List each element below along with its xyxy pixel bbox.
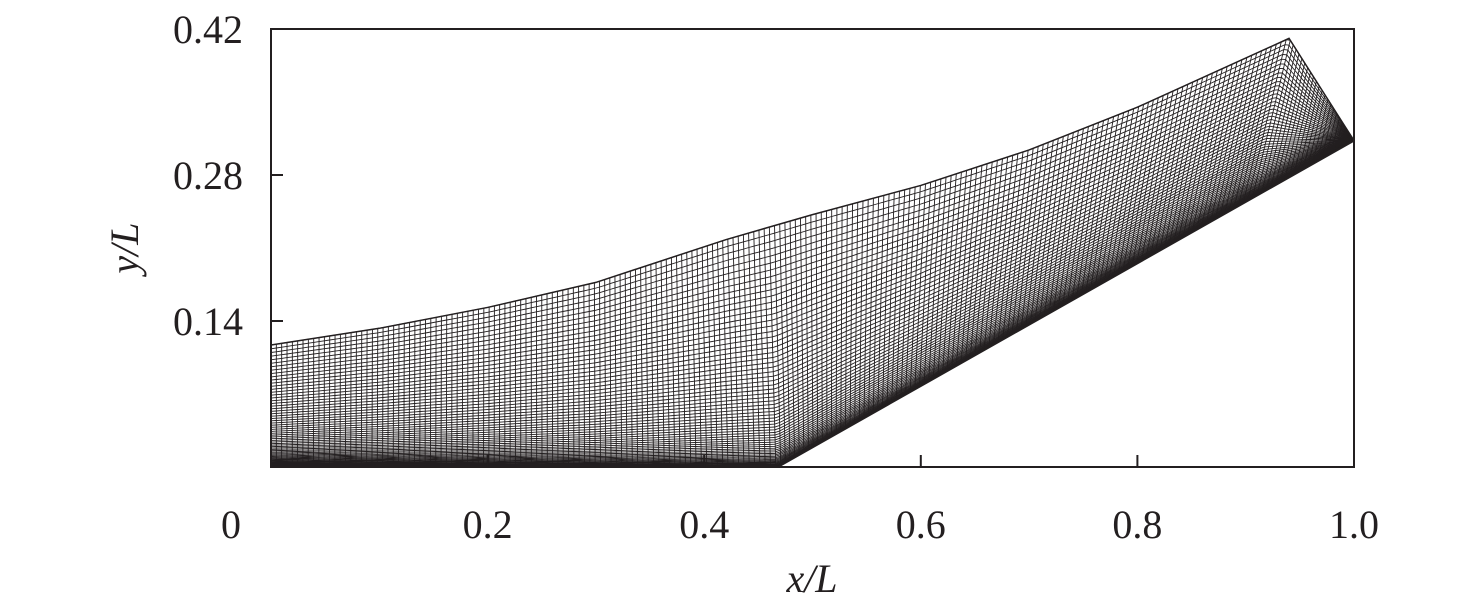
mesh-line — [270, 140, 1355, 453]
mesh-line — [270, 104, 1355, 396]
mesh-line — [270, 125, 1355, 412]
x-tick-label: 0.6 — [896, 502, 946, 547]
mesh-line — [270, 115, 1355, 405]
mesh-line — [270, 140, 1355, 450]
mesh-line — [270, 89, 1355, 384]
mesh-line — [270, 140, 1355, 454]
mesh-line — [270, 63, 1355, 364]
mesh-line — [270, 93, 1355, 387]
mesh-line — [271, 140, 1355, 466]
mesh-line — [270, 140, 1355, 440]
mesh-line — [270, 54, 1355, 357]
mesh-line — [270, 140, 1355, 436]
mesh-line — [270, 119, 1355, 407]
mesh-line — [270, 140, 1355, 432]
mesh-line — [270, 112, 1355, 402]
mesh-line — [270, 140, 1355, 463]
mesh-line — [270, 140, 1355, 428]
mesh-line — [270, 140, 1355, 438]
mesh-line — [270, 140, 1355, 434]
mesh-line — [270, 140, 1355, 448]
mesh-line — [270, 140, 1355, 463]
x-tick-label: 0.2 — [463, 502, 513, 547]
mesh-line — [270, 138, 1355, 422]
mesh-line — [270, 140, 1355, 443]
y-tick-label: 0.42 — [173, 7, 243, 52]
mesh-line — [270, 140, 1355, 456]
mesh-line — [270, 68, 1355, 368]
plot-frame — [270, 28, 1355, 468]
mesh-line — [271, 140, 1355, 465]
mesh-line — [270, 140, 1355, 449]
x-tick-label: 0.8 — [1112, 502, 1162, 547]
mesh-line — [270, 140, 1355, 461]
mesh-line — [270, 140, 1355, 455]
mesh — [270, 37, 1355, 468]
mesh-line — [270, 44, 1355, 350]
mesh-line — [270, 132, 1355, 417]
x-tick-label: 0.4 — [679, 502, 729, 547]
mesh-line — [270, 140, 1355, 430]
mesh-line — [270, 140, 1355, 446]
mesh-line — [271, 140, 1355, 464]
x-tick-label: 1.0 — [1329, 502, 1379, 547]
mesh-line — [270, 135, 1355, 420]
upper-boundary — [270, 37, 1355, 346]
mesh-line — [270, 85, 1355, 381]
x-tick-label: 0 — [221, 502, 241, 547]
mesh-line — [270, 140, 1355, 462]
mesh-line — [270, 97, 1355, 390]
mesh-line — [270, 128, 1355, 415]
mesh-line — [270, 140, 1355, 464]
mesh-line — [270, 140, 1355, 459]
mesh-line — [270, 108, 1355, 399]
mesh-line — [270, 122, 1355, 410]
mesh-line — [271, 140, 1355, 458]
mesh-line — [270, 49, 1355, 353]
mesh-line — [270, 101, 1355, 393]
mesh-line — [271, 140, 1355, 465]
mesh-line — [270, 76, 1355, 375]
mesh-line — [271, 140, 1355, 460]
mesh-line — [270, 140, 1354, 424]
mesh-line — [270, 140, 1355, 441]
mesh-line — [270, 140, 1355, 457]
mesh-line — [270, 140, 1355, 445]
mesh-line — [270, 140, 1355, 452]
mesh-line — [270, 58, 1355, 361]
y-axis-label: y/L — [102, 222, 147, 277]
mesh-line — [270, 72, 1355, 371]
x-axis-label: x/L — [785, 556, 837, 601]
y-tick-label: 0.28 — [173, 153, 243, 198]
y-tick-label: 0.14 — [173, 299, 243, 344]
mesh-line — [270, 81, 1355, 378]
mesh-line — [270, 140, 1355, 426]
